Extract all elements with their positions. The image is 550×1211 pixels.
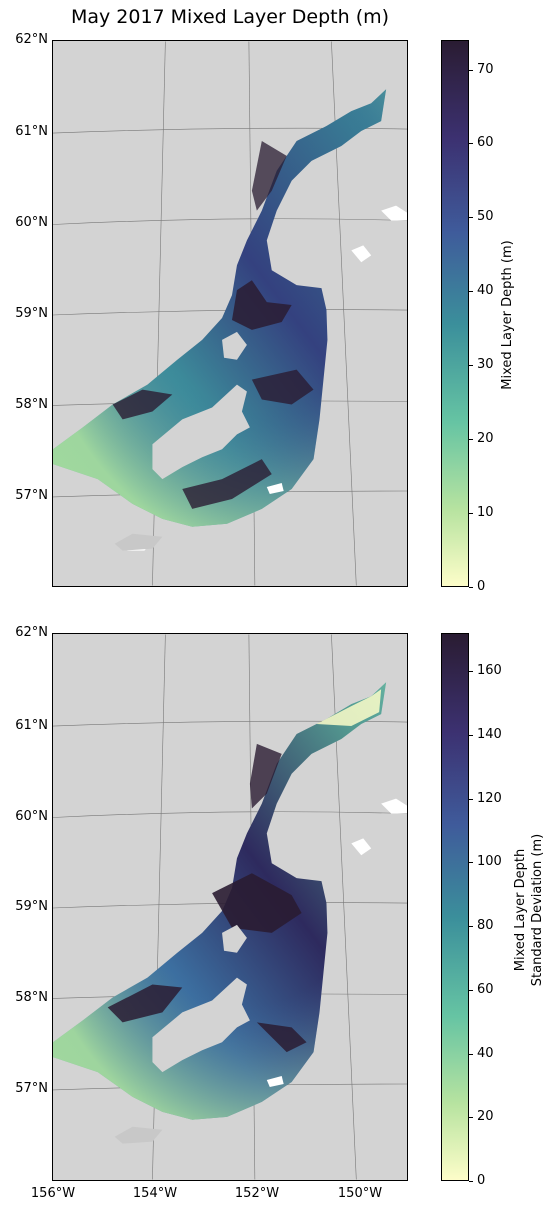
colorbar-tick-mark <box>469 671 473 673</box>
map-mld-std-svg <box>53 634 407 1180</box>
colorbar-tick-label: 120 <box>477 790 502 806</box>
colorbar-mld-std <box>441 633 469 1181</box>
lon-label-152: 152°W <box>234 1186 280 1201</box>
colorbar-tick-mark <box>469 989 473 991</box>
coastline-white-2 <box>266 798 407 1087</box>
lat-label-61: 61°N <box>15 124 48 139</box>
colorbar-tick-mark <box>469 1053 473 1055</box>
lat-label-59: 59°N <box>15 306 48 321</box>
colorbar-tick-label: 60 <box>477 135 494 151</box>
lat-label-60-b: 60°N <box>15 809 48 824</box>
colorbar-tick-mark <box>469 143 473 145</box>
kodiak-island-2 <box>152 977 250 1073</box>
colorbar-tick-label: 20 <box>477 431 494 447</box>
colorbar-mld <box>441 40 469 587</box>
colorbar-tick-label: 80 <box>477 918 494 934</box>
map-panel-mld <box>52 40 408 587</box>
lat-label-59-b: 59°N <box>15 899 48 914</box>
colorbar-tick-label: 50 <box>477 209 494 225</box>
colorbar-tick-mark <box>469 926 473 928</box>
colorbar-tick-label: 100 <box>477 854 502 870</box>
map-panel-mld-std <box>52 633 408 1181</box>
colorbar-tick-mark <box>469 439 473 441</box>
kodiak-island <box>152 384 250 480</box>
colorbar-tick-label: 30 <box>477 357 494 373</box>
lon-label-150: 150°W <box>337 1186 383 1201</box>
colorbar-tick-mark <box>469 798 473 800</box>
colorbar-mld-label: Mixed Layer Depth (m) <box>500 240 515 390</box>
colorbar-tick-label: 40 <box>477 1045 494 1061</box>
lat-label-60: 60°N <box>15 215 48 230</box>
lat-label-58-b: 58°N <box>15 990 48 1005</box>
map-mld-svg <box>53 41 407 586</box>
colorbar-tick-mark <box>469 513 473 515</box>
lon-label-156: 156°W <box>30 1186 76 1201</box>
lat-label-57-b: 57°N <box>15 1081 48 1096</box>
colorbar-tick-label: 160 <box>477 663 502 679</box>
colorbar-tick-mark <box>469 1181 473 1182</box>
colorbar-tick-mark <box>469 734 473 736</box>
lat-label-62-b: 62°N <box>15 625 48 640</box>
lat-label-61-b: 61°N <box>15 718 48 733</box>
colorbar-tick-label: 0 <box>477 1173 486 1188</box>
colorbar-tick-label: 20 <box>477 1109 494 1125</box>
colorbar-tick-label: 140 <box>477 726 502 742</box>
colorbar-tick-label: 10 <box>477 505 494 521</box>
colorbar-tick-mark <box>469 69 473 71</box>
colorbar-tick-mark <box>469 365 473 367</box>
colorbar-tick-mark <box>469 1117 473 1119</box>
lat-label-62: 62°N <box>15 32 48 47</box>
lat-label-58: 58°N <box>15 397 48 412</box>
colorbar-tick-label: 70 <box>477 61 494 77</box>
colorbar-tick-mark <box>469 862 473 864</box>
colorbar-tick-label: 40 <box>477 283 494 299</box>
colorbar-mld-std-label: Mixed Layer Depth Standard Deviation (m) <box>513 833 545 987</box>
colorbar-tick-mark <box>469 217 473 219</box>
lat-label-57: 57°N <box>15 488 48 503</box>
lon-label-154: 154°W <box>132 1186 178 1201</box>
colorbar-tick-mark <box>469 587 473 588</box>
colorbar-tick-mark <box>469 291 473 293</box>
figure-title: May 2017 Mixed Layer Depth (m) <box>70 6 390 28</box>
colorbar-tick-label: 60 <box>477 981 494 997</box>
colorbar-tick-label: 0 <box>477 579 486 594</box>
